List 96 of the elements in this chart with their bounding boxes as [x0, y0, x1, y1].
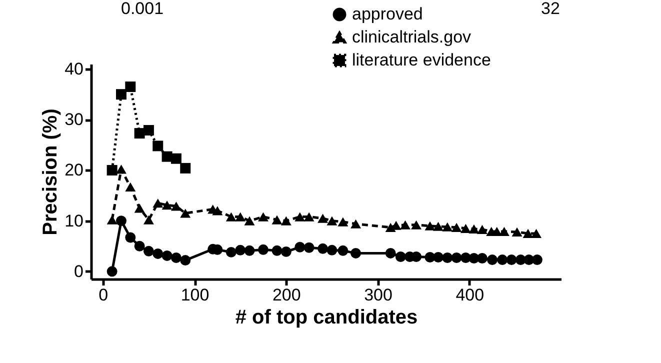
point — [134, 240, 145, 252]
point — [116, 216, 126, 226]
point — [442, 222, 453, 232]
point — [226, 212, 236, 222]
point — [350, 248, 362, 258]
point — [125, 182, 136, 192]
point — [106, 164, 118, 176]
point — [424, 252, 436, 262]
point — [143, 246, 154, 256]
point — [338, 217, 348, 226]
point — [162, 151, 172, 162]
legend-label: clinicaltrials.gov — [352, 28, 472, 46]
point — [476, 224, 488, 234]
point — [134, 128, 145, 139]
point — [411, 220, 422, 230]
point — [304, 242, 314, 253]
point — [226, 246, 236, 258]
point — [152, 198, 164, 208]
point — [515, 254, 526, 266]
point — [304, 212, 314, 222]
point — [506, 254, 517, 266]
point — [170, 153, 182, 164]
point — [152, 248, 164, 259]
point — [116, 89, 126, 100]
point — [235, 244, 246, 256]
point — [170, 252, 182, 263]
point — [532, 254, 542, 266]
point — [143, 215, 154, 224]
point — [106, 215, 118, 224]
point — [134, 204, 145, 213]
point — [235, 212, 246, 222]
point — [152, 140, 164, 152]
point — [400, 220, 410, 230]
legend-label: literature evidence — [352, 50, 491, 70]
point — [125, 82, 136, 92]
point — [162, 200, 172, 210]
x-tick-label: 200 — [272, 286, 301, 304]
point — [460, 252, 471, 263]
point — [258, 244, 268, 255]
point — [524, 254, 534, 266]
y-tick-label: 10 — [64, 211, 84, 230]
point — [350, 219, 362, 228]
point — [272, 215, 282, 224]
point — [280, 246, 292, 257]
point — [487, 254, 498, 266]
point — [143, 125, 154, 136]
point — [460, 224, 471, 233]
point — [162, 250, 172, 261]
point — [294, 212, 306, 222]
point — [432, 222, 444, 231]
point — [244, 216, 255, 226]
point — [244, 245, 255, 256]
x-tick-label: 400 — [456, 286, 484, 304]
y-axis-title: Precision (%) — [40, 108, 62, 236]
point — [116, 164, 126, 174]
point — [280, 216, 292, 226]
point — [385, 248, 396, 258]
text: 0.001 — [121, 0, 164, 18]
point — [125, 232, 136, 243]
point — [180, 162, 191, 174]
point — [170, 202, 182, 211]
point — [451, 252, 462, 263]
x-tick-label: 100 — [180, 286, 210, 304]
point — [451, 222, 462, 232]
point — [180, 255, 191, 266]
text: 32 — [541, 0, 560, 18]
point — [395, 252, 406, 262]
point — [522, 228, 534, 238]
point — [468, 253, 480, 264]
point — [512, 227, 522, 236]
y-tick-label: 40 — [64, 60, 84, 79]
x-axis-title: # of top candidates — [235, 306, 418, 328]
point — [106, 266, 118, 277]
point — [442, 252, 453, 263]
point — [338, 245, 348, 256]
point — [294, 242, 306, 252]
point — [497, 254, 508, 266]
point — [476, 253, 488, 264]
point — [272, 245, 282, 256]
x-tick-label: 300 — [364, 286, 392, 304]
legend-label: approved — [352, 4, 423, 24]
point — [326, 244, 338, 256]
x-tick-label: 0 — [98, 286, 108, 304]
point — [212, 206, 223, 216]
point — [424, 221, 436, 230]
y-tick-label: 30 — [64, 110, 84, 130]
point — [318, 214, 328, 223]
point — [180, 208, 191, 218]
point — [318, 243, 328, 254]
point — [326, 216, 338, 226]
y-tick-label: 0 — [74, 262, 84, 281]
point — [468, 224, 480, 234]
y-tick-label: 20 — [64, 160, 84, 180]
point — [531, 228, 542, 238]
point — [432, 252, 444, 262]
point — [258, 212, 268, 222]
